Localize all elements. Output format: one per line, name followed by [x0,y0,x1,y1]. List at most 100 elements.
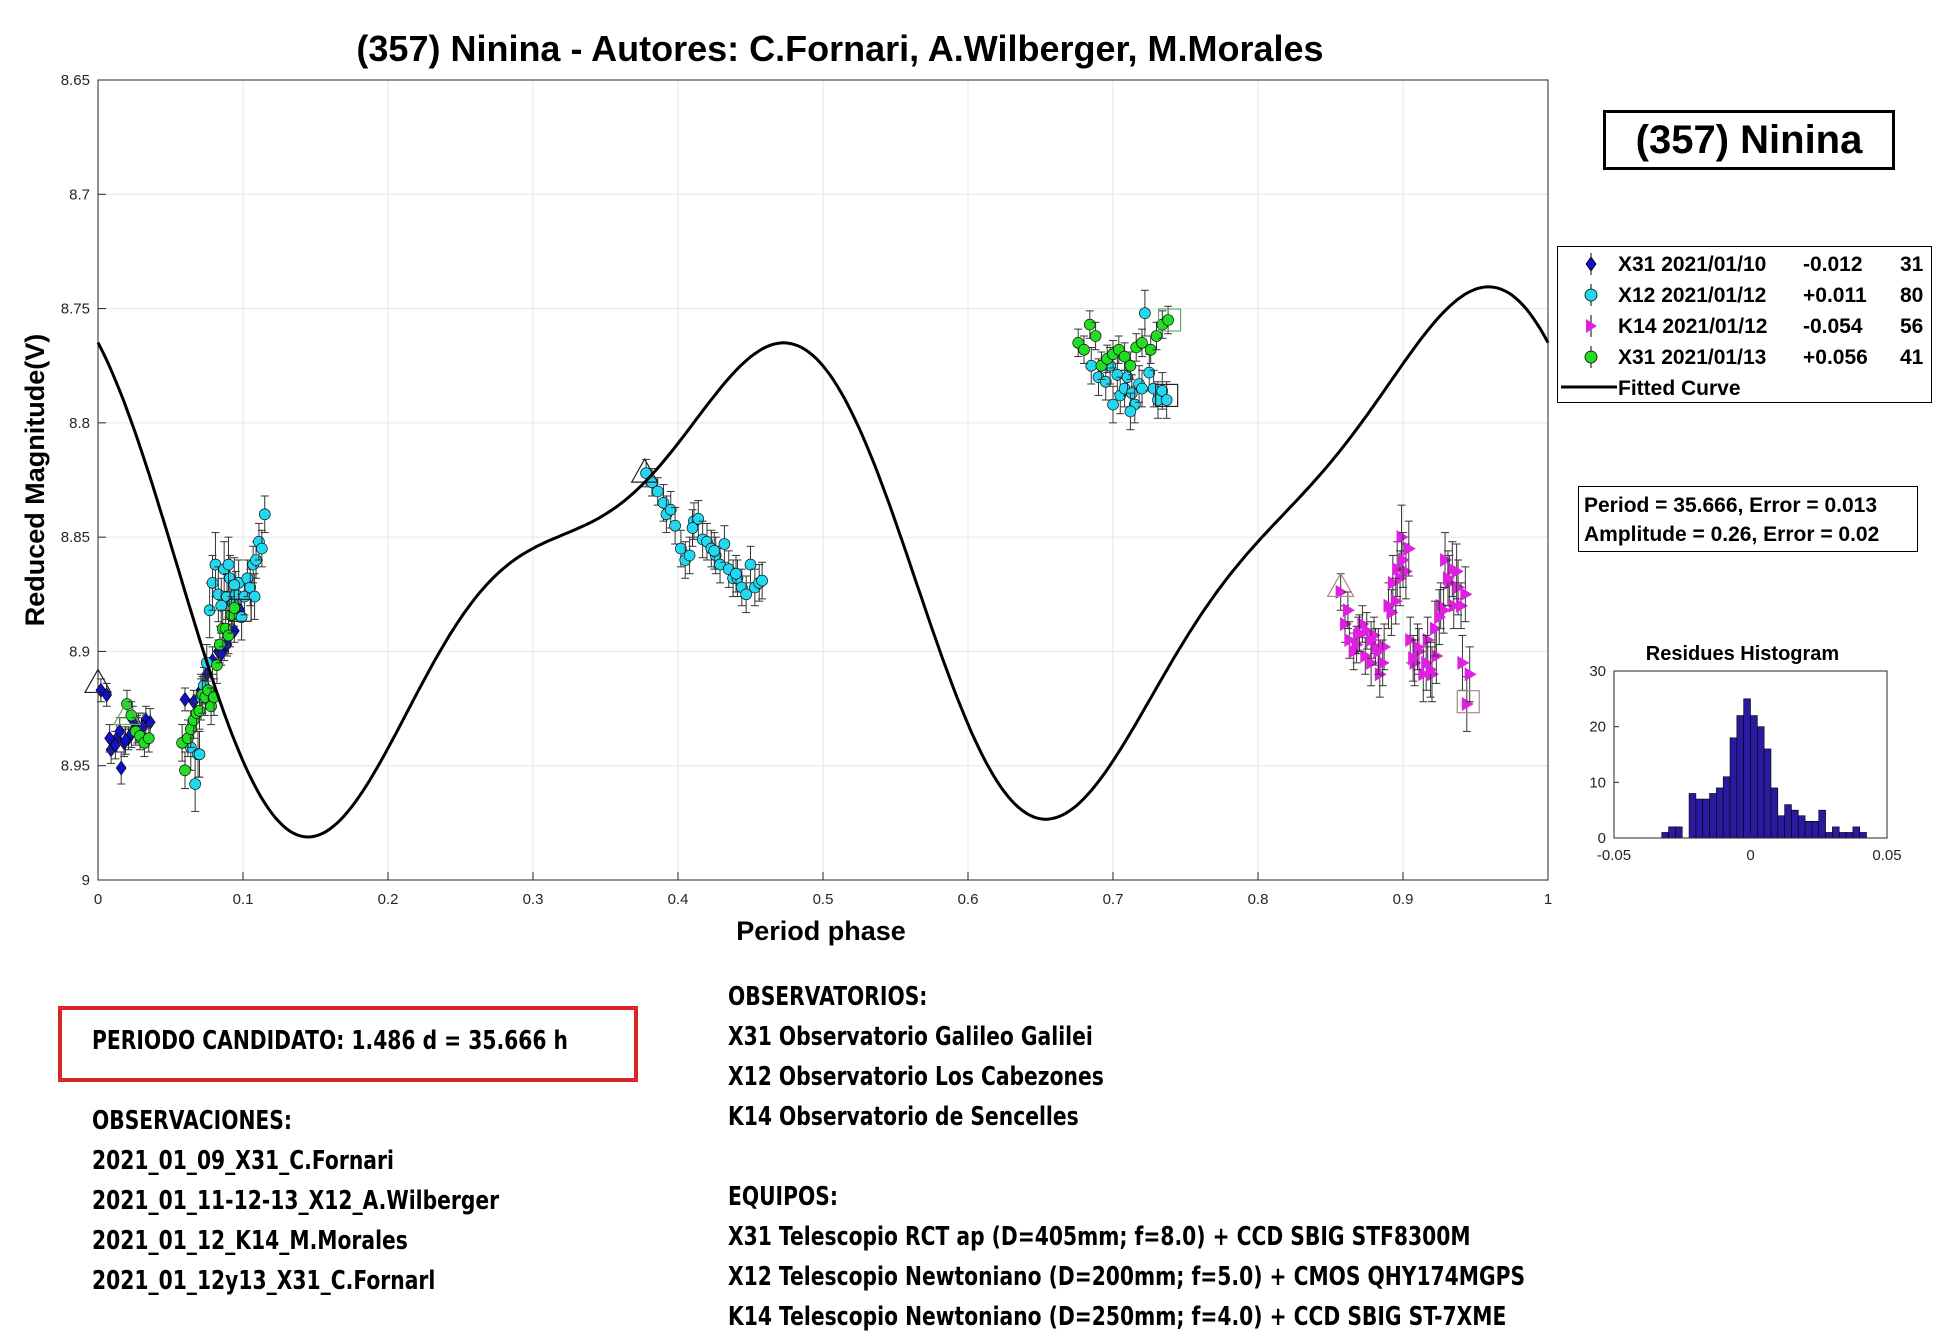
data-point [1418,667,1431,682]
data-point [1386,605,1399,620]
data-point [144,714,156,730]
histogram-bar [1661,832,1669,839]
data-point [114,723,126,739]
legend-entry: Fitted Curve [1558,373,1931,403]
histogram-bar [1736,715,1744,839]
data-point [1440,553,1453,567]
histogram-bar [1852,826,1860,839]
endpoint-square-marker [1157,308,1182,332]
data-point [1373,644,1386,659]
y-tick-label: 8.9 [69,643,90,660]
legend-label: X12 2021/01/12 [1618,284,1767,307]
y-tick-label: 8.65 [61,72,90,89]
data-point [1150,330,1163,342]
data-point [1078,343,1090,356]
data-point [1425,662,1438,677]
triangle-marker-icon [1586,315,1597,337]
histogram-bar [1695,798,1704,839]
x-tick-label: 0.9 [1393,891,1414,908]
histogram-bar [1784,804,1792,839]
histogram-bar [1777,815,1785,839]
legend-offset: -0.054 [1803,315,1863,338]
histogram-bar [1722,776,1731,839]
data-point [193,748,206,761]
legend: X31 2021/01/10 -0.012 31 X12 2021/01/12 … [1557,246,1932,403]
histogram-bar [1675,826,1683,839]
histogram-bar [1838,832,1847,839]
data-point [1366,633,1379,647]
data-point [228,602,241,614]
data-point [1422,633,1435,647]
x-tick-label: 0.3 [523,891,544,908]
x-tick-label: 0.8 [1248,891,1269,908]
period-text: Period = 35.666, Error = 0.013 [1584,494,1878,517]
histogram-bar [1791,809,1799,839]
data-point [1400,564,1413,579]
data-point [1434,610,1447,625]
data-point [1377,655,1390,670]
x-tick-label: 1 [1544,891,1552,908]
data-point [104,730,115,746]
data-point [1456,598,1468,613]
data-point [1342,603,1355,618]
endpoint-triangle-marker [1326,572,1355,598]
y-tick-label: 8.95 [61,758,90,775]
legend-count: 41 [1900,346,1924,369]
x-tick-label: 0.6 [958,891,979,908]
data-point [1461,697,1474,711]
equipos-title: EQUIPOS: [728,1182,838,1212]
x-tick-label: 0.5 [813,891,834,908]
data-point [115,760,127,776]
data-point [193,705,206,717]
y-tick-label: 8.8 [69,415,90,432]
observacion-line: 2021_01_11-12-13_X12_A.Wilberger [92,1186,500,1216]
fitted-curve [96,285,1550,839]
data-point [1412,639,1425,654]
data-point [1390,594,1403,609]
data-point [744,558,757,571]
data-point [1107,398,1119,411]
circle-marker-icon [1584,346,1598,368]
data-point [214,638,226,651]
legend-entry: X12 2021/01/12 +0.011 80 [1558,280,1931,310]
data-point [256,542,268,555]
data-point [686,522,699,534]
observacion-line: 2021_01_09_X31_C.Fornari [92,1146,394,1176]
histogram-y-tick-label: 10 [1589,774,1606,791]
data-point [1335,585,1348,599]
histogram-bar [1845,832,1854,839]
endpoint-square-marker [228,598,252,622]
x-tick-label: 0.2 [378,891,399,908]
data-point [189,778,201,790]
data-point [110,737,121,753]
histogram-x-tick-label: -0.05 [1597,847,1631,864]
histogram-y-tick-label: 0 [1598,830,1606,847]
data-point [651,485,664,498]
y-tick-label: 8.85 [61,529,90,546]
histogram-x-tick-label: 0.05 [1872,847,1901,864]
data-point [718,538,731,550]
data-point [683,549,696,562]
legend-count: 56 [1900,315,1924,338]
legend-entry: X31 2021/01/10 -0.012 31 [1558,249,1931,279]
legend-count: 80 [1900,284,1924,307]
data-point [222,558,235,571]
data-point [142,732,155,745]
data-point [1429,621,1442,636]
observatorios-title: OBSERVATORIOS: [728,982,928,1012]
data-point [1089,330,1102,342]
data-point [1085,359,1098,372]
histogram-bar [1757,726,1765,839]
diamond-marker-icon [1585,253,1597,275]
amplitude-text: Amplitude = 0.26, Error = 0.02 [1584,523,1880,546]
observatorio-line: X12 Observatorio Los Cabezones [728,1062,1104,1092]
data-point [1136,337,1148,349]
histogram-bar [1688,793,1697,839]
y-tick-label: 8.75 [61,301,90,318]
histogram-bar [1770,787,1779,839]
data-point [1124,405,1137,418]
data-point [1398,553,1410,567]
observaciones-title: OBSERVACIONES: [92,1106,293,1136]
data-point [206,577,219,589]
